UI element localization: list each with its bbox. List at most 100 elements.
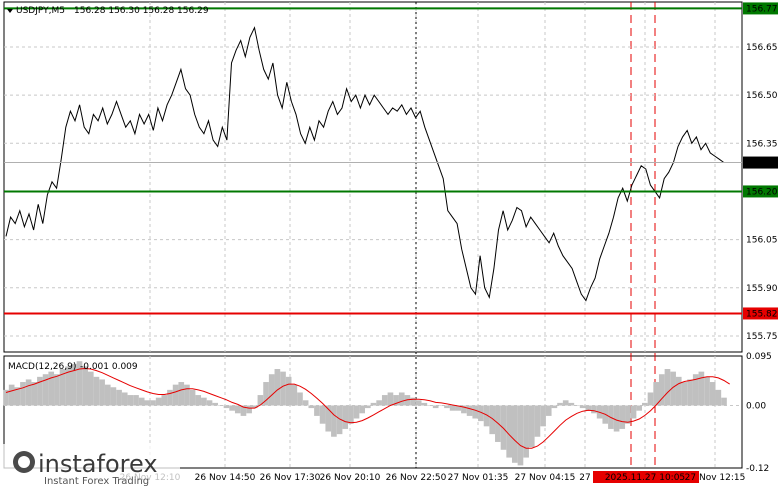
x-tick-label: 27 Nov 12:15	[685, 473, 746, 483]
macd-histogram-bar	[562, 400, 569, 406]
macd-signal-line	[5, 367, 730, 449]
macd-histogram-bar	[551, 405, 558, 409]
macd-histogram-bar	[87, 371, 94, 406]
macd-histogram-bar	[381, 395, 388, 406]
y-tick-label: 155.90	[746, 284, 778, 294]
macd-histogram-bar	[99, 379, 105, 406]
macd-histogram-bar	[291, 384, 298, 406]
y-tick-label: 156.65	[746, 43, 778, 53]
level-layer: 156.77 156.20 155.82 156.29	[4, 2, 778, 320]
macd-histogram-bar	[500, 405, 507, 450]
macd-histogram-bar	[336, 405, 343, 435]
macd-histogram-bar	[319, 405, 326, 424]
macd-histogram-bar	[161, 395, 168, 406]
macd-histogram-bar	[274, 369, 281, 406]
macd-histogram-bar	[642, 402, 648, 406]
macd-histogram-bar	[110, 387, 117, 406]
macd-histogram-bar	[432, 405, 439, 409]
macd-histogram-bar	[670, 371, 676, 406]
macd-histogram-bar	[218, 405, 224, 406]
y-tick-label: 155.75	[746, 332, 778, 342]
macd-histogram-bar	[591, 405, 597, 414]
macd-histogram-bar	[421, 402, 428, 406]
macd-histogram-bar	[625, 405, 631, 424]
macd-histogram-bar	[48, 371, 55, 406]
macd-histogram-bar	[393, 395, 399, 406]
macd-histogram-bar	[365, 405, 371, 409]
logo-mark-inner	[18, 456, 30, 468]
price-panel-frame	[3, 1, 743, 353]
macd-histogram-bar	[438, 405, 445, 406]
macd-histogram-bar	[251, 405, 258, 409]
level-price-box	[743, 307, 778, 320]
macd-histogram-bar	[325, 405, 332, 432]
macd-histogram-bar	[195, 395, 202, 406]
macd-histogram-bar	[37, 376, 43, 406]
y-tick-label: 156.50	[746, 91, 778, 101]
macd-histogram-bar	[155, 397, 162, 406]
macd-histogram-bar	[658, 374, 665, 406]
macd-histogram-bar	[93, 376, 100, 406]
macd-histogram-bar	[268, 374, 275, 406]
macd-histogram-bar	[483, 405, 490, 427]
price-layer	[5, 26, 725, 302]
macd-histogram-bar	[653, 382, 659, 406]
macd-histogram-bar	[3, 389, 9, 406]
x-tick-label: 27	[579, 473, 590, 483]
macd-histogram-bar	[664, 369, 671, 406]
macd-histogram-bar	[172, 384, 179, 406]
macd-histogram-bar	[280, 371, 286, 406]
macd-histogram-bar	[234, 405, 241, 414]
macd-histogram-bar	[201, 397, 207, 406]
macd-histogram-bar	[184, 384, 190, 406]
macd-histogram-bar	[138, 397, 145, 406]
macd-histogram-bar	[376, 400, 382, 406]
x-tick-label: 27 Nov 04:15	[515, 473, 576, 483]
macd-histogram-bar	[647, 392, 654, 406]
macd-histogram-bar	[178, 382, 185, 406]
current-price-box	[743, 156, 778, 169]
macd-histogram-bar	[410, 397, 416, 406]
level-price-box	[743, 2, 778, 15]
macd-y-tick-label: 0.00	[746, 401, 766, 411]
macd-histogram-bar	[545, 405, 552, 416]
triangle-down-icon[interactable]	[7, 9, 13, 13]
x-tick-label: 26 Nov 20:10	[320, 473, 381, 483]
macd-histogram-bar	[506, 405, 512, 458]
macd-histogram-bar	[585, 405, 592, 411]
macd-histogram-bar	[687, 379, 693, 406]
macd-histogram-bar	[692, 374, 699, 406]
level-price-label: 155.82	[746, 309, 778, 319]
macd-y-tick-label: -0.12	[746, 464, 769, 474]
macd-histogram-bar	[540, 405, 546, 427]
macd-histogram-bar	[121, 392, 128, 406]
macd-histogram-bar	[387, 392, 394, 406]
macd-histogram-bar	[240, 405, 247, 416]
macd-histogram-bar	[42, 374, 49, 406]
time-marker-box	[593, 471, 699, 483]
price-line	[5, 26, 725, 302]
macd-histogram-bar	[144, 400, 151, 406]
x-tick-label: 26 Nov 14:50	[195, 473, 256, 483]
logo-tagline: Instant Forex Trading	[44, 476, 149, 487]
instaforex-logo: instaforex Instant Forex Trading	[2, 444, 180, 488]
macd-histogram-bar	[14, 387, 21, 406]
macd-histogram-bar	[574, 405, 580, 406]
macd-histogram-bar	[127, 395, 134, 406]
macd-histogram-bar	[263, 382, 269, 406]
macd-histogram-bar	[189, 389, 196, 406]
y-tick-label: 156.05	[746, 236, 778, 246]
macd-histogram-bar	[257, 395, 264, 406]
level-price-box	[743, 185, 778, 198]
macd-y-tick-label: 0.095	[746, 352, 772, 362]
y-tick-label: 156.35	[746, 139, 778, 149]
macd-label: MACD(12,26,9)	[8, 362, 76, 372]
macd-histogram-bar	[133, 395, 139, 406]
macd-histogram-bar	[415, 400, 422, 406]
macd-histogram-bar	[223, 405, 230, 409]
macd-histogram-bar	[398, 392, 405, 406]
level-price-label: 156.20	[746, 187, 778, 197]
macd-histogram-bar	[297, 392, 303, 406]
